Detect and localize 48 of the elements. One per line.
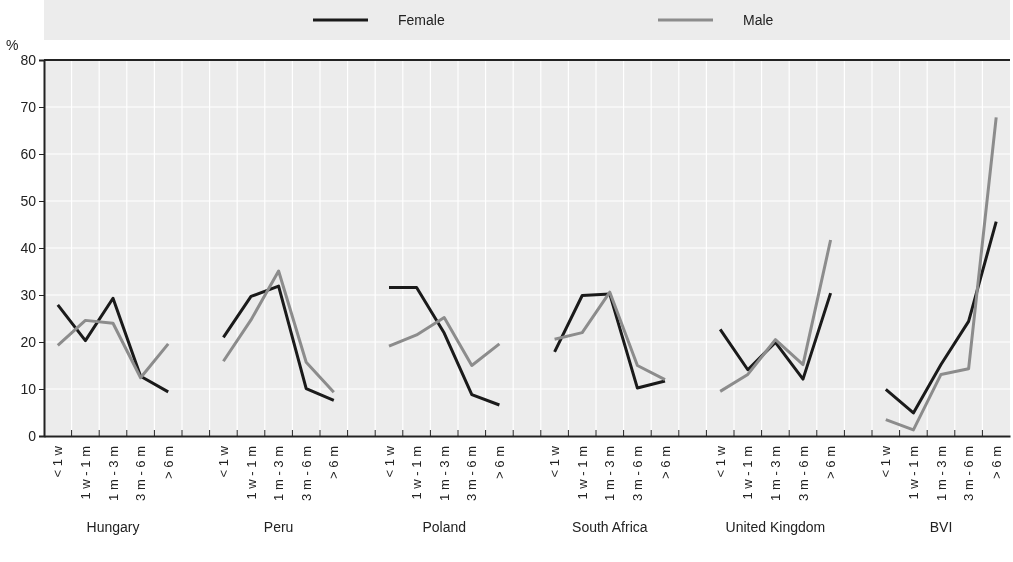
x-tick-label: 1 w - 1 m [740, 446, 756, 500]
x-tick-label: 1 m - 3 m [767, 446, 783, 501]
y-tick-label: 20 [20, 333, 37, 350]
x-tick-label: > 6 m [988, 446, 1004, 479]
x-tick-label: < 1 w [50, 445, 66, 478]
legend-label: Male [743, 12, 774, 28]
x-tick-label: 1 m - 3 m [602, 446, 618, 501]
text: United Kingdom [725, 519, 826, 535]
x-tick-label: 1 w - 1 m [574, 446, 590, 500]
x-tick-label: > 6 m [657, 446, 673, 479]
x-tick-label: < 1 w [878, 445, 894, 478]
text: Hungary [86, 519, 140, 535]
x-tick-label: > 6 m [160, 446, 176, 479]
legend-label: Female [398, 12, 445, 28]
x-tick-label: 3 m - 6 m [298, 446, 314, 501]
x-tick-label: 1 w - 1 m [77, 446, 93, 500]
x-tick-label: 3 m - 6 m [961, 446, 977, 501]
x-tick-label: < 1 w [547, 445, 563, 478]
x-tick-label: 1 m - 3 m [271, 446, 287, 501]
x-tick-label: > 6 m [326, 446, 342, 479]
text: Peru [263, 519, 294, 535]
y-tick-label: 80 [20, 51, 37, 68]
y-tick-label: 30 [20, 286, 37, 303]
y-tick-label: 40 [20, 239, 37, 256]
y-tick-label: 0 [28, 427, 37, 444]
x-tick-label: 1 w - 1 m [409, 446, 425, 500]
x-tick-label: < 1 w [215, 445, 231, 478]
x-tick-label: 1 m - 3 m [933, 446, 949, 501]
y-axis-title: % [6, 37, 19, 53]
x-tick-label: 1 m - 3 m [105, 446, 121, 501]
x-tick-label: 1 w - 1 m [243, 446, 259, 500]
x-tick-label: 3 m - 6 m [629, 446, 645, 501]
x-tick-label: 1 w - 1 m [905, 446, 921, 500]
y-tick-label: 50 [20, 192, 37, 209]
x-tick-label: > 6 m [823, 446, 839, 479]
y-tick-label: 10 [20, 380, 37, 397]
y-tick-label: 70 [20, 98, 37, 115]
x-tick-label: 3 m - 6 m [795, 446, 811, 501]
x-tick-label: 1 m - 3 m [436, 446, 452, 501]
text: Poland [422, 519, 466, 535]
text: BVI [929, 519, 953, 535]
y-tick-label: 60 [20, 145, 37, 162]
x-tick-label: < 1 w [381, 445, 397, 478]
text: South Africa [572, 519, 648, 535]
x-tick-label: < 1 w [712, 445, 728, 478]
x-tick-label: > 6 m [491, 446, 507, 479]
x-tick-label: 3 m - 6 m [133, 446, 149, 501]
x-tick-label: 3 m - 6 m [464, 446, 480, 501]
